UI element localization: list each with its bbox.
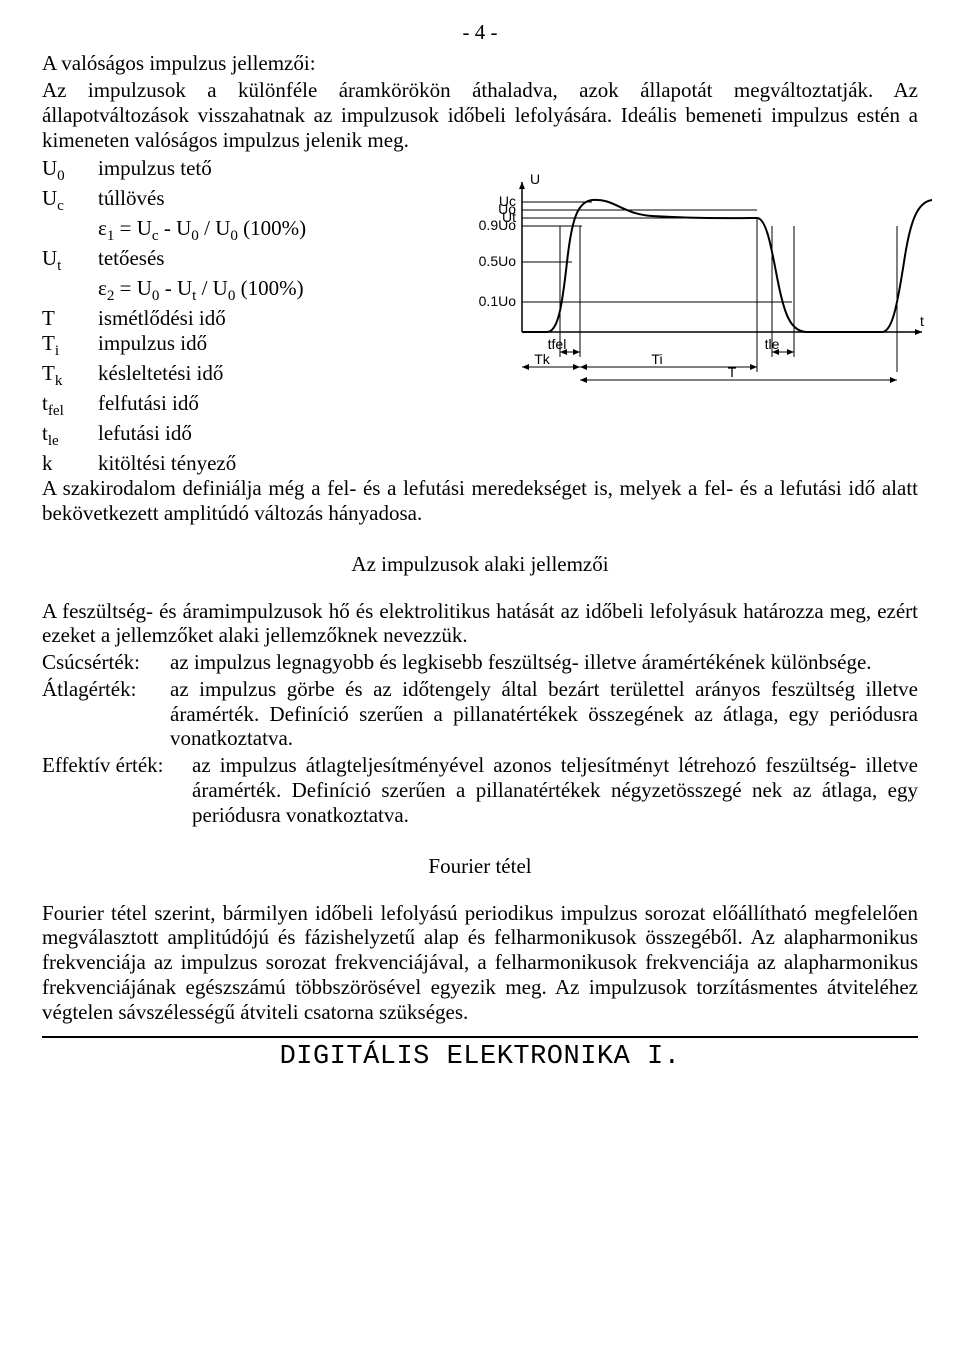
section2-title: Az impulzusok alaki jellemzői <box>42 552 918 577</box>
definition-text: tetőesés <box>98 246 164 276</box>
definition-row: Tkkésleltetési idő <box>42 361 412 391</box>
definition-row: Tismétlődési idő <box>42 306 412 331</box>
fourier-paragraph: Fourier tétel szerint, bármilyen időbeli… <box>42 901 918 1025</box>
definition-symbol <box>42 276 98 306</box>
definition-symbol: tfel <box>42 391 98 421</box>
pulse-figure: UtUcUoUt0.9Uo0.5Uo0.1UotfeltleTkTiT <box>412 156 932 392</box>
section-heading: A valóságos impulzus jellemzői: <box>42 51 918 76</box>
definition-symbol: U0 <box>42 156 98 186</box>
definition-symbol: T <box>42 306 98 331</box>
definition-text: késleltetési idő <box>98 361 223 391</box>
definition-text: impulzus tető <box>98 156 212 186</box>
definition-row: ε2 = U0 - Ut / U0 (100%) <box>42 276 412 306</box>
definition-text: ismétlődési idő <box>98 306 226 331</box>
effektiv-body: az impulzus átlagteljesítményével azonos… <box>192 753 918 827</box>
svg-text:0.9Uo: 0.9Uo <box>479 217 517 233</box>
atlagertek-body: az impulzus görbe és az időtengely által… <box>170 677 918 751</box>
document-page: - 4 - A valóságos impulzus jellemzői: Az… <box>0 0 960 1364</box>
after-defs-paragraph: A szakirodalom definiálja még a fel- és … <box>42 476 918 526</box>
definitions-and-figure: U0impulzus tetőUctúllövésε1 = Uc - U0 / … <box>42 156 918 476</box>
definition-symbol: tle <box>42 421 98 451</box>
definition-symbol: Ti <box>42 331 98 361</box>
svg-text:0.1Uo: 0.1Uo <box>479 293 517 309</box>
atlagertek-label: Átlagérték: <box>42 677 170 751</box>
definition-text: ε1 = Uc - U0 / U0 (100%) <box>98 216 306 246</box>
def-csucsertek: Csúcsérték: az impulzus legnagyobb és le… <box>42 650 918 675</box>
definition-symbol <box>42 216 98 246</box>
definition-row: tlelefutási idő <box>42 421 412 451</box>
definitions-list: U0impulzus tetőUctúllövésε1 = Uc - U0 / … <box>42 156 412 476</box>
footer-title: DIGITÁLIS ELEKTRONIKA I. <box>42 1036 918 1072</box>
svg-text:tfel: tfel <box>548 336 567 352</box>
definition-row: Uctúllövés <box>42 186 412 216</box>
svg-text:0.5Uo: 0.5Uo <box>479 253 517 269</box>
def-effektiv: Effektív érték: az impulzus átlagteljesí… <box>42 753 918 827</box>
svg-text:Ti: Ti <box>651 351 662 367</box>
page-number: - 4 - <box>42 20 918 45</box>
definition-text: kitöltési tényező <box>98 451 236 476</box>
csucsertek-label: Csúcsérték: <box>42 650 170 675</box>
intro-paragraph: Az impulzusok a különféle áramkörökön át… <box>42 78 918 152</box>
definition-text: túllövés <box>98 186 165 216</box>
svg-text:U: U <box>530 171 540 187</box>
definition-row: Tiimpulzus idő <box>42 331 412 361</box>
csucsertek-body: az impulzus legnagyobb és legkisebb fesz… <box>170 650 918 675</box>
definition-text: ε2 = U0 - Ut / U0 (100%) <box>98 276 304 306</box>
section3-title: Fourier tétel <box>42 854 918 879</box>
definition-row: kkitöltési tényező <box>42 451 412 476</box>
svg-text:t: t <box>920 313 924 329</box>
definition-symbol: Ut <box>42 246 98 276</box>
svg-text:tle: tle <box>765 336 780 352</box>
svg-text:Tk: Tk <box>534 351 551 367</box>
definition-row: ε1 = Uc - U0 / U0 (100%) <box>42 216 412 246</box>
section2-intro: A feszültség- és áramimpulzusok hő és el… <box>42 599 918 649</box>
definition-row: tfelfelfutási idő <box>42 391 412 421</box>
definition-symbol: k <box>42 451 98 476</box>
svg-text:T: T <box>728 364 737 380</box>
def-atlagertek: Átlagérték: az impulzus görbe és az időt… <box>42 677 918 751</box>
definition-text: felfutási idő <box>98 391 199 421</box>
definition-text: impulzus idő <box>98 331 207 361</box>
definition-symbol: Uc <box>42 186 98 216</box>
definition-symbol: Tk <box>42 361 98 391</box>
effektiv-label: Effektív érték: <box>42 753 192 827</box>
definition-text: lefutási idő <box>98 421 192 451</box>
definition-row: U0impulzus tető <box>42 156 412 186</box>
definition-row: Uttetőesés <box>42 246 412 276</box>
